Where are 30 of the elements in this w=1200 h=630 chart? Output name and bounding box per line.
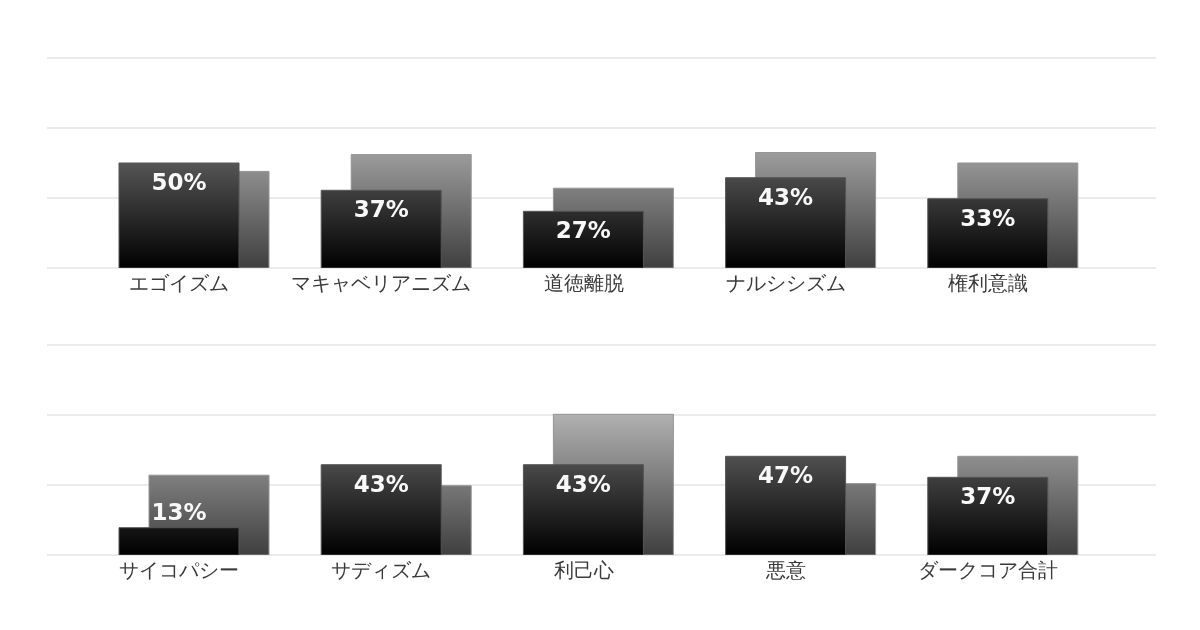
data-label: 47%	[758, 462, 814, 489]
data-label: 33%	[960, 204, 1016, 231]
bar	[118, 162, 240, 268]
bar	[522, 210, 644, 268]
data-label: 43%	[555, 470, 611, 497]
bar	[725, 455, 847, 555]
data-label: 43%	[758, 183, 814, 210]
data-label: 43%	[353, 470, 409, 497]
x-tick-label: サイコパシー	[119, 558, 240, 582]
bar	[320, 464, 442, 555]
data-label: 37%	[960, 483, 1016, 510]
x-tick-label: ナルシシズム	[725, 271, 846, 295]
x-tick-label: サディズム	[331, 558, 432, 582]
data-label: 27%	[555, 217, 611, 244]
bar	[927, 476, 1049, 555]
x-tick-label: 道徳離脱	[543, 271, 624, 295]
x-tick-label: エゴイズム	[129, 271, 230, 295]
data-label: 50%	[151, 169, 207, 195]
bar	[118, 527, 240, 555]
x-tick-label: 権利意識	[947, 271, 1028, 295]
x-tick-label: 悪意	[764, 558, 806, 582]
bar	[320, 189, 442, 268]
data-label: 13%	[151, 498, 207, 525]
x-tick-label: ダークコア合計	[917, 558, 1058, 582]
x-tick-label: 利己心	[553, 558, 614, 582]
bar	[927, 198, 1049, 268]
bar	[522, 464, 644, 555]
data-label: 37%	[353, 196, 409, 223]
x-tick-label: マキャベリアニズム	[291, 271, 472, 295]
bar	[725, 177, 847, 268]
